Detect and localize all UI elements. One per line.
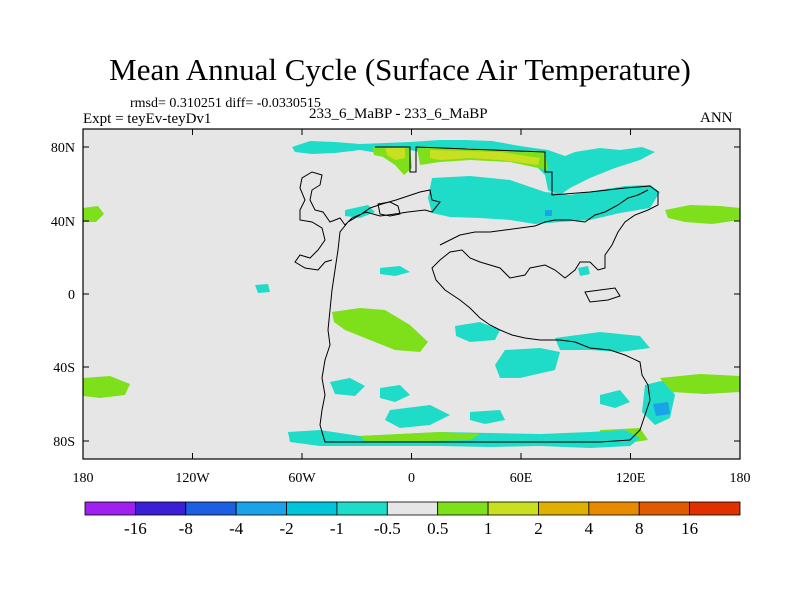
colorbar-label: 16 <box>681 519 698 538</box>
experiment-label: Expt = teyEv-teyDv1 <box>83 111 212 127</box>
anomaly-region-north-yellow <box>385 148 405 160</box>
colorbar-swatch <box>487 501 539 516</box>
y-tick-label: 40S <box>53 361 75 376</box>
anomaly-region-patch-2 <box>380 266 410 276</box>
colorbar-swatch <box>286 501 338 516</box>
x-tick-label: 60E <box>510 471 533 486</box>
colorbar-swatch <box>588 501 640 516</box>
x-tick-label: 0 <box>408 471 415 486</box>
x-tick-label: 180 <box>73 471 94 486</box>
colorbar-label: 2 <box>534 519 543 538</box>
colorbar-swatch <box>235 501 287 516</box>
colorbar-label: -8 <box>179 519 193 538</box>
colorbar-label: 1 <box>484 519 493 538</box>
y-tick-label: 80N <box>51 141 75 156</box>
colorbar-label: -4 <box>229 519 244 538</box>
anomaly-region-antarctic-green <box>360 432 480 441</box>
colorbar-label: 0.5 <box>427 519 448 538</box>
colorbar-swatch <box>538 501 590 516</box>
x-tick-label: 60W <box>288 471 316 486</box>
colorbar-label: 4 <box>585 519 594 538</box>
colorbar-swatch <box>638 501 691 516</box>
anomaly-region-south-cyan-7 <box>470 410 505 424</box>
anomaly-region-north-yellow-2 <box>430 150 540 165</box>
x-tick-label: 180 <box>730 471 751 486</box>
anomaly-region-patch-4 <box>255 284 270 293</box>
anomaly-region-patch-3 <box>578 266 590 276</box>
x-tick-label: 120W <box>175 471 210 486</box>
x-tick-label: 120E <box>616 471 646 486</box>
anomaly-region-south-cyan-6 <box>385 405 450 428</box>
coastline-inland-sea <box>439 189 649 246</box>
y-tick-label: 80S <box>53 435 75 450</box>
colorbar-label: 8 <box>635 519 644 538</box>
colorbar-swatch <box>386 501 439 516</box>
anomaly-region-north-cyan-1 <box>292 140 655 195</box>
coastline-main <box>294 146 659 443</box>
colorbar-swatch <box>689 501 741 516</box>
y-tick-label: 40N <box>51 215 75 230</box>
anomaly-region-west-edge-green <box>83 206 104 222</box>
anomaly-region-south-green-west <box>83 376 130 398</box>
colorbar-label: -1 <box>330 519 344 538</box>
colorbar-swatch <box>84 501 136 516</box>
anomaly-region-asia-blue <box>545 210 552 216</box>
anomaly-region-patch-1 <box>345 205 375 218</box>
colorbar-swatch <box>336 501 388 516</box>
coastline-island-1 <box>584 287 621 303</box>
map-background <box>83 129 740 459</box>
colorbar: -16 -8 -4 -2 -1 -0.5 0.5 1 2 4 8 16 <box>84 501 741 538</box>
colorbar-swatch <box>437 501 489 516</box>
colorbar-swatch <box>134 501 187 516</box>
colorbar-label: -2 <box>279 519 293 538</box>
anomaly-region-south-cyan-5 <box>380 385 410 402</box>
anomaly-region-south-cyan-2 <box>555 332 650 352</box>
anomaly-region-south-cyan-1 <box>455 322 500 342</box>
anomaly-region-south-cyan-3 <box>495 348 560 378</box>
anomaly-region-far-east-green <box>665 205 740 224</box>
anomaly-contours <box>83 140 740 448</box>
case-label: 233_6_MaBP - 233_6_MaBP <box>309 106 488 122</box>
coastline-island-2 <box>377 201 401 217</box>
anomaly-region-south-cyan-4 <box>330 378 365 396</box>
colorbar-label: -0.5 <box>374 519 401 538</box>
plot-title: Mean Annual Cycle (Surface Air Temperatu… <box>109 52 691 87</box>
anomaly-region-south-blue <box>653 402 670 416</box>
anomaly-region-south-green-east <box>660 374 740 394</box>
colorbar-swatch <box>185 501 237 516</box>
anomaly-region-south-cyan-8 <box>600 390 630 408</box>
continent-outlines <box>294 146 659 443</box>
colorbar-label: -16 <box>124 519 147 538</box>
stats-text: rmsd= 0.310251 diff= -0.0330515 <box>130 96 321 111</box>
y-tick-label: 0 <box>68 288 75 303</box>
anomaly-region-south-atlantic-green <box>332 308 428 352</box>
season-label: ANN <box>700 110 733 126</box>
anomaly-region-central-asia <box>428 176 660 224</box>
axis-ticks <box>82 129 741 459</box>
